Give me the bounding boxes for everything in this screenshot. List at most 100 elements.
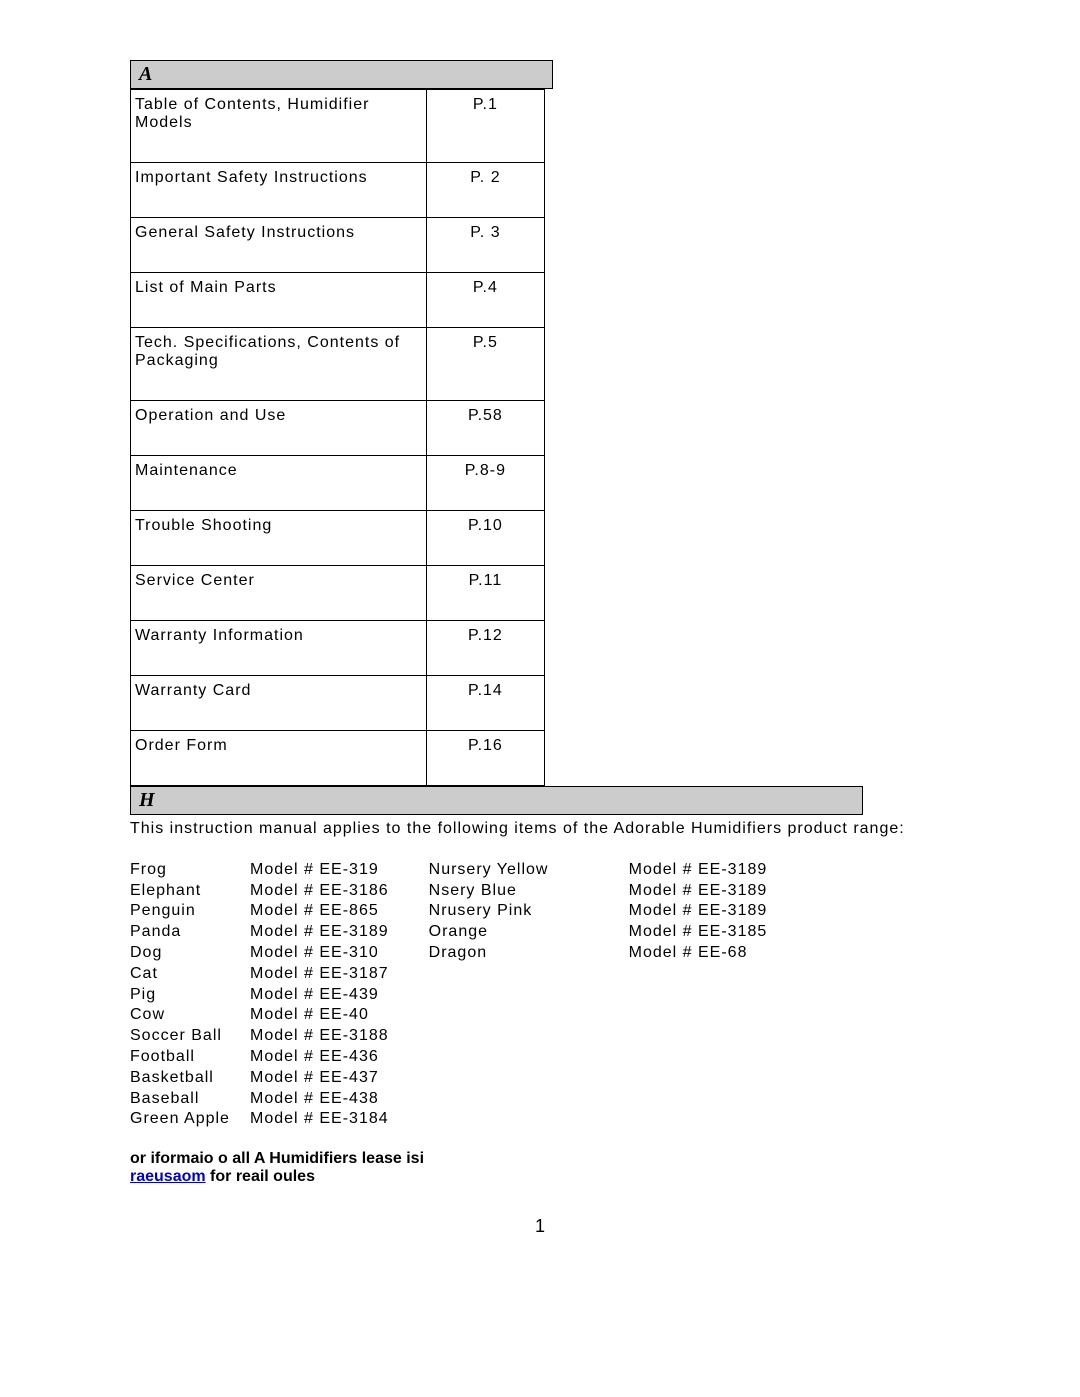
toc-row: Table of Contents, Humidifier ModelsP.1: [131, 90, 545, 163]
model-name: Dog: [130, 943, 250, 964]
models-col-mid: Nursery Yellow Nsery BlueNrusery PinkOra…: [429, 860, 589, 1130]
toc-row: Operation and UseP.58: [131, 401, 545, 456]
footer-link[interactable]: raeusaom: [130, 1168, 206, 1185]
toc-row: General Safety InstructionsP. 3: [131, 218, 545, 273]
toc-page: P.10: [426, 511, 544, 566]
toc-page: P.16: [426, 731, 544, 786]
toc-row: Order FormP.16: [131, 731, 545, 786]
model-line: Model # EE-68: [629, 943, 768, 964]
model-line: PenguinModel # EE-865: [130, 901, 389, 922]
model-line: Model # EE-3189: [629, 901, 768, 922]
model-name: Cat: [130, 964, 250, 985]
page-number: 1: [130, 1216, 950, 1237]
model-line: Soccer BallModel # EE-3188: [130, 1026, 389, 1047]
model-number: Model # EE-3184: [250, 1109, 389, 1130]
model-number: Model # EE-3189: [629, 901, 768, 922]
model-name: Nursery Yellow: [429, 860, 589, 881]
model-number: Model # EE-436: [250, 1047, 379, 1068]
toc-title: List of Main Parts: [131, 273, 427, 328]
model-line: PandaModel # EE-3189: [130, 922, 389, 943]
toc-title: Operation and Use: [131, 401, 427, 456]
footer-line2: raeusaom for reail oules: [130, 1168, 950, 1186]
model-number: Model # EE-438: [250, 1089, 379, 1110]
toc-row: Warranty CardP.14: [131, 676, 545, 731]
models-col-left: FrogModel # EE-319ElephantModel # EE-318…: [130, 860, 389, 1130]
toc-title: Important Safety Instructions: [131, 163, 427, 218]
model-number: Model # EE-437: [250, 1068, 379, 1089]
toc-title: Table of Contents, Humidifier Models: [131, 90, 427, 163]
toc-title: Warranty Information: [131, 621, 427, 676]
toc-row: Trouble ShootingP.10: [131, 511, 545, 566]
model-line: BaseballModel # EE-438: [130, 1089, 389, 1110]
model-name: Nrusery Pink: [429, 901, 589, 922]
toc-title: Tech. Specifications, Contents of Packag…: [131, 328, 427, 401]
toc-title: Service Center: [131, 566, 427, 621]
toc-row: MaintenanceP.8-9: [131, 456, 545, 511]
model-line: CatModel # EE-3187: [130, 964, 389, 985]
model-number: Model # EE-3189: [629, 881, 768, 902]
model-number: Model # EE-3189: [250, 922, 389, 943]
model-line: FootballModel # EE-436: [130, 1047, 389, 1068]
model-name: Orange: [429, 922, 589, 943]
model-name: Penguin: [130, 901, 250, 922]
model-line: FrogModel # EE-319: [130, 860, 389, 881]
models-col-right: Model # EE-3189Model # EE-3189Model # EE…: [629, 860, 768, 1130]
model-name: Cow: [130, 1005, 250, 1026]
model-line: Model # EE-3185: [629, 922, 768, 943]
model-line: DogModel # EE-310: [130, 943, 389, 964]
toc-page: P.5: [426, 328, 544, 401]
model-name: Pig: [130, 985, 250, 1006]
model-name: Soccer Ball: [130, 1026, 250, 1047]
model-number: Model # EE-319: [250, 860, 379, 881]
model-line: PigModel # EE-439: [130, 985, 389, 1006]
model-line: Orange: [429, 922, 589, 943]
models-row: FrogModel # EE-319ElephantModel # EE-318…: [130, 860, 950, 1130]
toc-page: P.12: [426, 621, 544, 676]
model-name: Basketball: [130, 1068, 250, 1089]
model-line: Dragon: [429, 943, 589, 964]
toc-row: Service CenterP.11: [131, 566, 545, 621]
model-number: Model # EE-310: [250, 943, 379, 964]
model-name: Football: [130, 1047, 250, 1068]
model-line: ElephantModel # EE-3186: [130, 881, 389, 902]
footer-block: or iformaio o all A Humidifiers lease is…: [130, 1150, 950, 1186]
model-line: Nsery Blue: [429, 881, 589, 902]
footer-tail: for reail oules: [206, 1168, 315, 1185]
toc-title: Warranty Card: [131, 676, 427, 731]
model-number: Model # EE-3186: [250, 881, 389, 902]
model-line: Nrusery Pink: [429, 901, 589, 922]
document-page: A Table of Contents, Humidifier ModelsP.…: [0, 0, 1080, 1277]
toc-page: P.1: [426, 90, 544, 163]
model-name: Frog: [130, 860, 250, 881]
toc-page: P.8-9: [426, 456, 544, 511]
model-name: Green Apple: [130, 1109, 250, 1130]
model-number: Model # EE-865: [250, 901, 379, 922]
model-number: Model # EE-3189: [629, 860, 768, 881]
model-name: Dragon: [429, 943, 589, 964]
toc-page: P.58: [426, 401, 544, 456]
model-line: Model # EE-3189: [629, 860, 768, 881]
toc-page: P. 2: [426, 163, 544, 218]
model-line: BasketballModel # EE-437: [130, 1068, 389, 1089]
model-number: Model # EE-68: [629, 943, 748, 964]
model-number: Model # EE-3188: [250, 1026, 389, 1047]
model-name: Nsery Blue: [429, 881, 589, 902]
toc-table: Table of Contents, Humidifier ModelsP.1I…: [130, 89, 545, 786]
model-name: Baseball: [130, 1089, 250, 1110]
section-a-header: A: [130, 60, 553, 89]
model-number: Model # EE-439: [250, 985, 379, 1006]
toc-page: P. 3: [426, 218, 544, 273]
model-number: Model # EE-3185: [629, 922, 768, 943]
model-name: Elephant: [130, 881, 250, 902]
toc-page: P.14: [426, 676, 544, 731]
model-name: Panda: [130, 922, 250, 943]
section-h-header: H: [130, 786, 863, 815]
toc-title: Order Form: [131, 731, 427, 786]
toc-row: Warranty InformationP.12: [131, 621, 545, 676]
intro-text: This instruction manual applies to the f…: [130, 819, 950, 840]
toc-row: List of Main PartsP.4: [131, 273, 545, 328]
model-line: Model # EE-3189: [629, 881, 768, 902]
toc-page: P.4: [426, 273, 544, 328]
toc-title: Maintenance: [131, 456, 427, 511]
model-line: Green AppleModel # EE-3184: [130, 1109, 389, 1130]
